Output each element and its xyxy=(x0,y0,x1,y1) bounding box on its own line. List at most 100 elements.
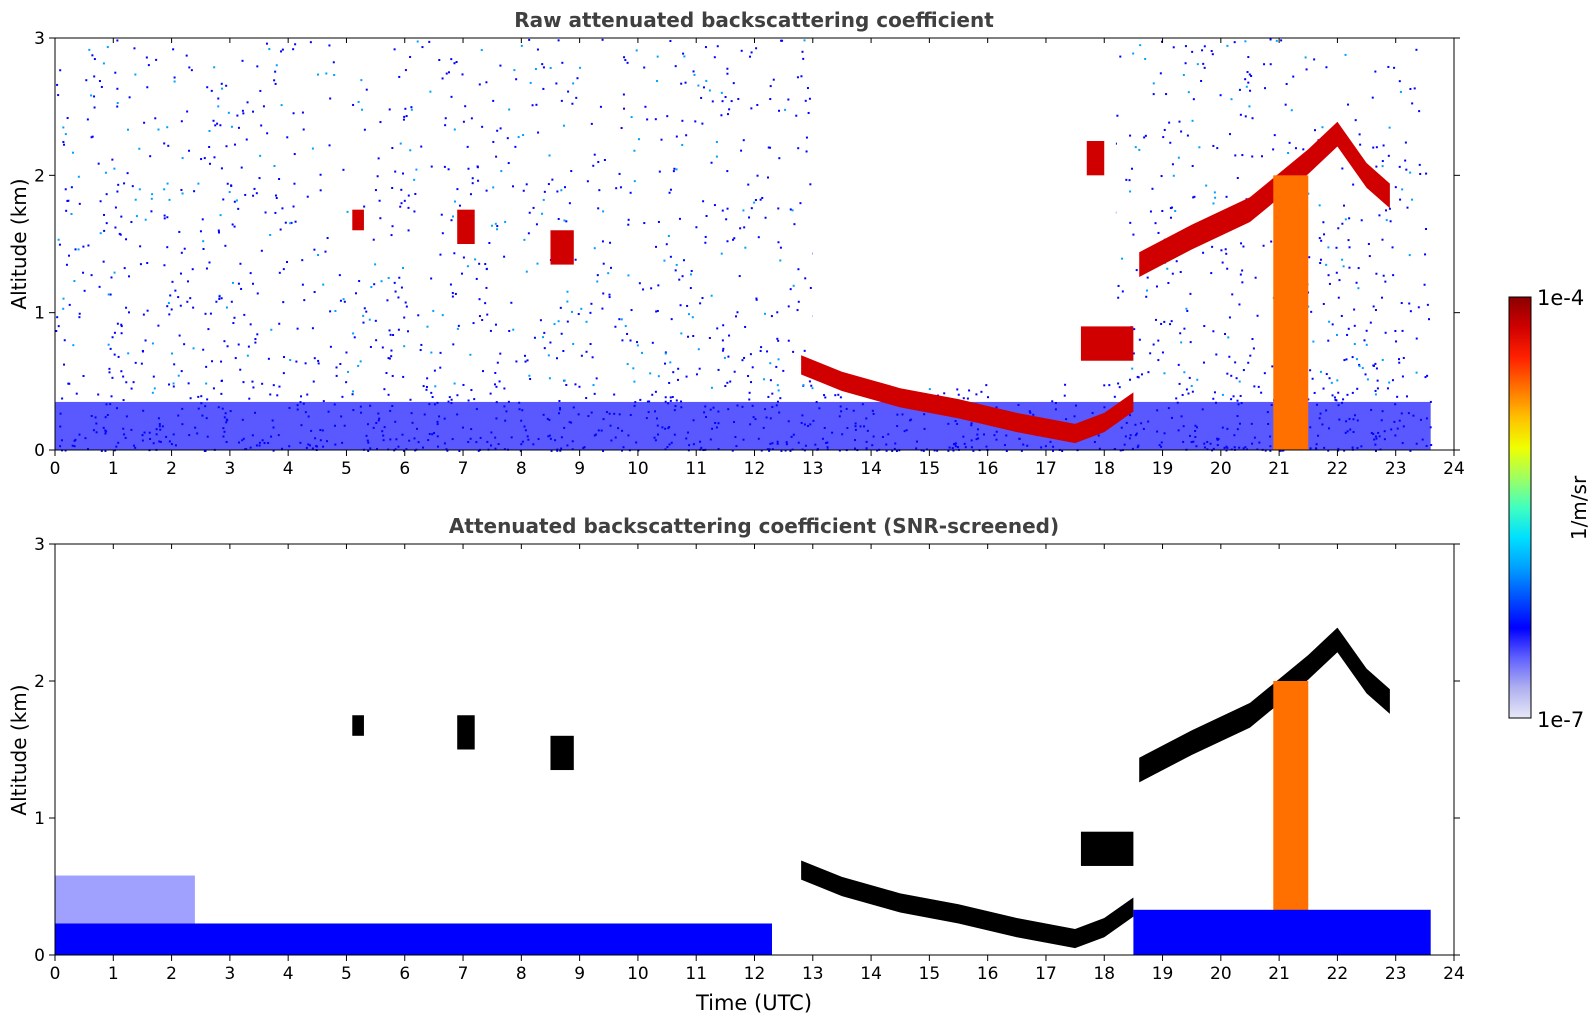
noise-point xyxy=(1424,253,1427,256)
noise-point xyxy=(565,220,568,223)
noise-point xyxy=(1203,66,1206,69)
noise-point xyxy=(1144,134,1147,137)
noise-point xyxy=(242,381,245,384)
noise-point xyxy=(1382,274,1385,277)
noise-point xyxy=(1426,303,1429,306)
noise-point xyxy=(1250,74,1253,77)
noise-point xyxy=(1311,377,1314,380)
noise-point xyxy=(809,183,812,186)
noise-point xyxy=(97,393,100,396)
noise-point xyxy=(171,280,174,283)
noise-point xyxy=(602,210,605,213)
noise-point xyxy=(62,297,65,300)
noise-point xyxy=(419,349,422,352)
noise-point xyxy=(233,200,236,203)
noise-point xyxy=(1270,240,1273,243)
noise-point xyxy=(1374,70,1377,73)
noise-point xyxy=(687,335,690,338)
noise-point xyxy=(249,323,252,326)
noise-point xyxy=(639,398,642,401)
noise-point xyxy=(362,314,365,317)
noise-point xyxy=(220,360,223,363)
noise-point xyxy=(206,398,209,401)
noise-point xyxy=(636,341,639,344)
noise-point xyxy=(1331,394,1334,397)
noise-point xyxy=(73,280,76,283)
noise-point xyxy=(222,198,225,201)
noise-point xyxy=(316,73,319,76)
noise-point xyxy=(593,247,596,250)
noise-point xyxy=(741,359,744,362)
noise-point xyxy=(105,222,108,225)
noise-point xyxy=(704,235,707,238)
noise-point xyxy=(1241,281,1244,284)
noise-point xyxy=(335,374,338,377)
noise-point xyxy=(1177,156,1180,159)
noise-point xyxy=(535,103,538,106)
noise-point xyxy=(104,171,107,174)
noise-point xyxy=(800,75,803,78)
noise-point xyxy=(728,108,731,111)
noise-point xyxy=(791,209,794,212)
noise-point xyxy=(1185,307,1188,310)
noise-point xyxy=(1251,155,1254,158)
noise-point xyxy=(270,328,273,331)
noise-point xyxy=(1118,386,1121,389)
noise-point xyxy=(1121,257,1124,260)
noise-point xyxy=(574,258,577,261)
noise-point xyxy=(1191,119,1194,122)
x-tick-label: 20 xyxy=(1210,459,1232,479)
noise-point xyxy=(387,276,390,279)
noise-point xyxy=(113,271,116,274)
noise-point xyxy=(1133,328,1136,331)
noise-point xyxy=(120,370,123,373)
noise-point xyxy=(289,359,292,362)
noise-point xyxy=(533,336,536,339)
noise-point xyxy=(1309,369,1312,372)
noise-point xyxy=(409,149,412,152)
noise-point xyxy=(646,118,649,121)
cloud xyxy=(352,209,364,231)
noise-point xyxy=(1288,141,1291,144)
noise-point xyxy=(633,149,636,152)
noise-point xyxy=(226,182,229,185)
noise-point xyxy=(416,40,419,43)
noise-point xyxy=(1052,449,1055,452)
noise-point xyxy=(338,274,341,277)
noise-point xyxy=(1351,391,1354,394)
noise-point xyxy=(404,69,407,72)
noise-point xyxy=(450,58,453,61)
noise-point xyxy=(704,241,707,244)
noise-point xyxy=(300,395,303,398)
noise-point xyxy=(209,312,212,315)
x-tick-label: 17 xyxy=(1035,964,1057,984)
noise-point xyxy=(748,398,751,401)
noise-point xyxy=(1163,320,1166,323)
noise-point xyxy=(623,107,626,110)
noise-point xyxy=(146,86,149,89)
noise-point xyxy=(325,72,328,75)
noise-point xyxy=(1214,196,1217,199)
noise-point xyxy=(343,300,346,303)
noise-point xyxy=(142,313,145,316)
noise-point xyxy=(690,269,693,272)
noise-point xyxy=(1203,45,1206,48)
noise-point xyxy=(710,161,713,164)
noise-point xyxy=(748,216,751,219)
noise-point xyxy=(721,100,724,103)
noise-point xyxy=(629,191,632,194)
noise-point xyxy=(1233,41,1236,44)
noise-point xyxy=(805,150,808,153)
noise-point xyxy=(450,398,453,401)
noise-point xyxy=(577,313,580,316)
noise-point xyxy=(602,449,605,452)
noise-point xyxy=(542,336,545,339)
noise-point xyxy=(186,110,189,113)
precipitation-shaft xyxy=(1273,175,1309,451)
x-tick-label: 19 xyxy=(1152,964,1174,984)
noise-point xyxy=(1346,393,1349,396)
noise-point xyxy=(362,321,365,324)
noise-point xyxy=(205,382,208,385)
noise-point xyxy=(492,186,495,189)
noise-point xyxy=(68,254,71,257)
